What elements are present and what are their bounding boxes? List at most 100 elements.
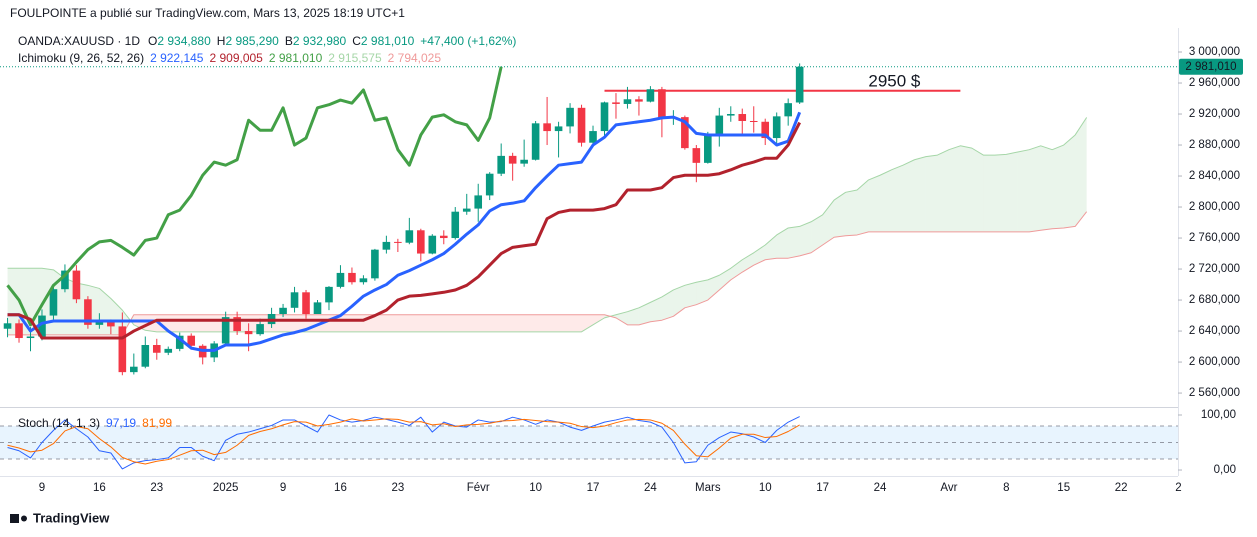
cloud-segment [478, 314, 490, 332]
cloud-segment [857, 179, 869, 235]
x-tick-label: 15 [1057, 482, 1070, 494]
candle-body [600, 102, 609, 132]
ichimoku-line [6, 66, 503, 327]
cloud-segment [489, 314, 502, 332]
ohlc-key: O [148, 34, 157, 48]
stoch-band [0, 425, 1178, 460]
cloud-segment [558, 314, 571, 332]
ichimoku-legend: Ichimoku (9, 26, 52, 26) 2 922,145 2 909,0… [18, 51, 441, 65]
price-pane: 2950 $ [0, 63, 1178, 376]
cloud-segment [581, 314, 594, 332]
cloud-segment [1017, 149, 1030, 232]
candle-body [95, 321, 104, 325]
candle-body [164, 348, 173, 353]
cloud-segment [914, 156, 926, 232]
y-tick-label: 3 000,000 [1189, 46, 1240, 58]
candle-body [38, 315, 46, 337]
candle-body [359, 278, 368, 283]
candle-body [795, 66, 804, 103]
stoch-line [7, 414, 800, 470]
candle-body [313, 302, 322, 315]
ichimoku-line [7, 121, 801, 340]
candle-body [589, 131, 597, 143]
candle-body [417, 230, 425, 254]
candle-body [508, 155, 517, 164]
candle-body [336, 272, 345, 287]
candle-body [256, 324, 264, 335]
candle-body [371, 249, 379, 279]
cloud-segment [420, 314, 433, 332]
candle-body [233, 317, 241, 332]
candle-body [543, 123, 551, 132]
x-tick-label: 17 [816, 482, 829, 494]
candle-body [749, 120, 758, 122]
y-tick-label: 2 880,000 [1189, 139, 1240, 151]
cloud-segment [880, 169, 892, 232]
x-tick-label: 16 [93, 482, 106, 494]
x-tick-label: Mars [695, 482, 721, 494]
indicator-value: 97,19 [106, 416, 136, 430]
cloud-segment [696, 279, 708, 305]
ichimoku-span [7, 117, 1088, 333]
cloud-segment [834, 192, 846, 238]
candle-body [635, 99, 643, 102]
y-tick-label: 2 800,000 [1189, 201, 1240, 213]
y-tick-label: 2 600,000 [1189, 356, 1240, 368]
cloud-segment [570, 314, 582, 332]
candle-body [784, 103, 792, 117]
cloud-segment [524, 314, 536, 332]
stoch-legend: Stoch (14, 1, 3) 97,19 81,99 [18, 416, 172, 430]
candle-body [302, 292, 310, 315]
candle-body [451, 211, 460, 239]
indicator-value: 2 981,010 [269, 51, 323, 65]
cloud-segment [615, 311, 628, 325]
candle-body [3, 323, 12, 329]
cloud-segment [1040, 145, 1053, 231]
cloud-segment [202, 314, 215, 332]
stoch-tick-label: 0,00 [1214, 464, 1236, 476]
indicator-value: 81,99 [142, 416, 172, 430]
candle-body [175, 335, 184, 349]
last-price-box [1179, 58, 1243, 75]
x-tick-label: 22 [1115, 482, 1128, 494]
cloud-segment [535, 314, 548, 332]
candle-body [61, 270, 69, 290]
x-tick-label: 9 [280, 482, 286, 494]
candle-body [554, 126, 563, 132]
annotation-text: 2950 $ [868, 71, 921, 90]
candle-body [566, 107, 574, 127]
candle-body [382, 241, 391, 250]
stoch-tick-label: 100,00 [1201, 409, 1236, 421]
x-tick-label: 2 [1175, 482, 1181, 494]
cloud-segment [742, 252, 754, 273]
cloud-segment [868, 175, 881, 232]
candle-body [118, 326, 127, 373]
candle-body [623, 99, 632, 104]
cloud-segment [799, 221, 812, 256]
candle-body [761, 121, 770, 139]
candle-body [520, 159, 528, 164]
ohlc-value: 2 985,290 [225, 34, 279, 48]
candle-body [49, 289, 58, 316]
publisher: FOULPOINTE a publié sur TradingView.com,… [10, 6, 405, 20]
cloud-segment [650, 296, 662, 322]
y-tick-label: 2 760,000 [1189, 232, 1240, 244]
cloud-segment [811, 214, 823, 253]
candle-body [394, 241, 402, 243]
cloud-segment [765, 234, 777, 260]
candle-body [15, 323, 23, 339]
candle-body [474, 195, 483, 209]
cloud-segment [1029, 145, 1041, 232]
cloud-segment [593, 314, 605, 325]
x-tick-label: 8 [1003, 482, 1009, 494]
cloud-segment [512, 314, 525, 332]
candle-body [187, 335, 196, 346]
cloud-segment [994, 154, 1007, 232]
cloud-segment [776, 227, 789, 259]
cloud-segment [948, 145, 961, 232]
cloud-segment [283, 314, 295, 332]
cloud-segment [179, 314, 192, 332]
y-tick-label: 2 960,000 [1189, 77, 1240, 89]
candle-body [107, 321, 115, 327]
ohlc-key: C [352, 34, 361, 48]
